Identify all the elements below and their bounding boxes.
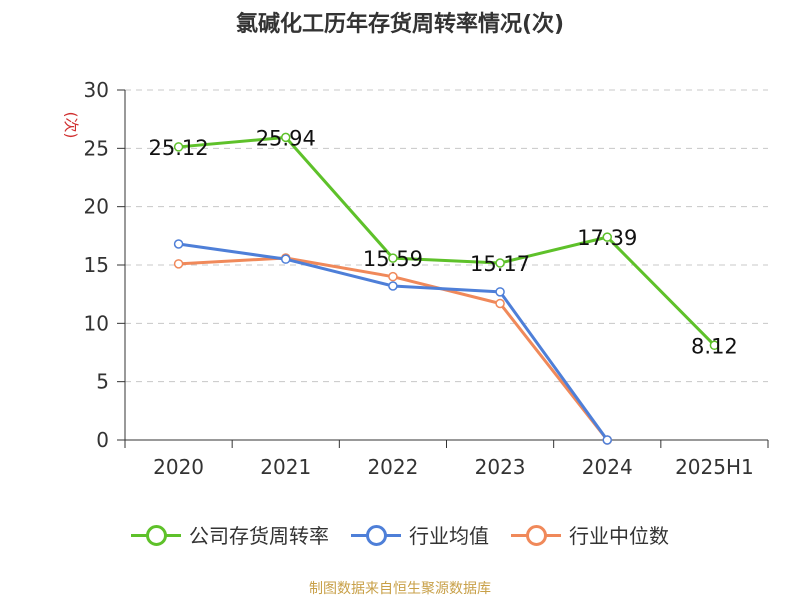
x-tick-labels: 2020 2021 2022 2023 2024 2025H1 [153, 455, 754, 479]
x-tick-label: 2020 [153, 455, 204, 479]
data-point [388, 253, 398, 263]
legend-swatch [131, 524, 181, 546]
data-label: 25.12 [149, 136, 209, 160]
x-tick-label: 2021 [260, 455, 311, 479]
data-point [173, 142, 184, 152]
data-point [602, 435, 612, 445]
legend-label: 行业均值 [409, 524, 489, 548]
legend-label: 公司存货周转率 [189, 524, 329, 548]
data-point [388, 271, 398, 282]
data-label: 15.17 [470, 252, 530, 276]
legend-label: 行业中位数 [569, 524, 669, 548]
legend-item-0[interactable]: 公司存货周转率 [131, 520, 329, 549]
data-point [495, 258, 505, 268]
x-tick-label: 2025H1 [675, 455, 754, 479]
data-label: 17.39 [577, 226, 637, 250]
y-axis-label: (次) [62, 112, 80, 139]
y-tick-label: 0 [96, 428, 109, 452]
data-point [495, 287, 505, 297]
source-note: 制图数据来自恒生聚源数据库 [309, 581, 491, 597]
legend-item-1[interactable]: 行业均值 [351, 520, 489, 549]
series-line-0 [178, 135, 716, 347]
data-point [709, 340, 720, 351]
y-tick-label: 15 [84, 253, 109, 277]
legend-swatch [351, 524, 401, 546]
x-tick-label: 2023 [475, 455, 526, 479]
data-label: 15.59 [363, 247, 423, 271]
data-point [281, 254, 291, 264]
data-label: 25.94 [256, 126, 316, 150]
grid-lines [125, 89, 768, 383]
data-label: 8.12 [691, 334, 738, 358]
legend-item-2[interactable]: 行业中位数 [511, 520, 669, 549]
legend-swatch [511, 524, 561, 546]
y-tick-label: 5 [96, 370, 109, 394]
legend: 公司存货周转率 行业均值 行业中位数 [0, 520, 800, 549]
y-tick-label: 30 [84, 78, 109, 102]
y-tick-label: 10 [84, 311, 109, 335]
chart-title: 氯碱化工历年存货周转率情况(次) [235, 12, 565, 37]
x-tick-label: 2024 [582, 455, 633, 479]
y-tick-labels: 0 5 10 15 20 25 30 [84, 78, 109, 452]
axes [117, 89, 769, 448]
data-point [173, 239, 184, 249]
data-point [173, 259, 184, 269]
data-labels: 25.12 25.94 15.59 15.17 17.39 8.12 [149, 126, 738, 358]
data-point [495, 298, 505, 309]
data-point [388, 281, 398, 291]
y-tick-label: 20 [84, 195, 109, 219]
x-tick-label: 2022 [367, 455, 418, 479]
data-point [281, 132, 291, 143]
series-lines [173, 132, 720, 445]
y-tick-label: 25 [84, 136, 109, 160]
data-point [602, 232, 612, 242]
